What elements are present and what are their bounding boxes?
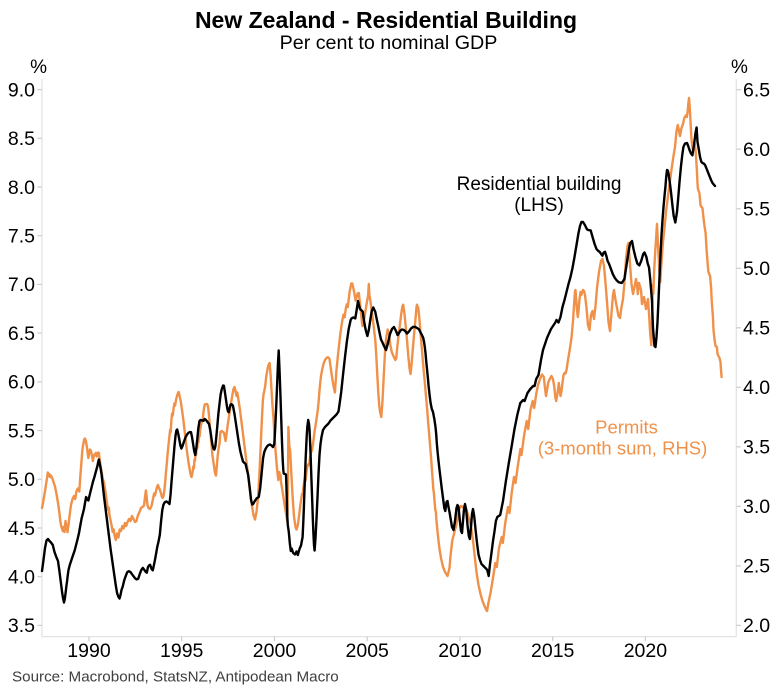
svg-text:2015: 2015 (531, 640, 575, 662)
svg-text:4.0: 4.0 (8, 567, 35, 589)
svg-text:4.0: 4.0 (743, 377, 770, 399)
svg-text:8.0: 8.0 (8, 177, 35, 199)
svg-text:5.0: 5.0 (743, 258, 770, 280)
svg-text:5.0: 5.0 (8, 469, 35, 491)
svg-text:2000: 2000 (253, 640, 297, 662)
svg-text:%: % (731, 57, 748, 78)
svg-text:4.5: 4.5 (8, 518, 35, 540)
svg-text:2.0: 2.0 (743, 615, 770, 637)
svg-text:1990: 1990 (67, 640, 111, 662)
svg-text:Per cent to nominal GDP: Per cent to nominal GDP (280, 32, 498, 54)
svg-text:Permits: Permits (595, 417, 658, 438)
svg-text:3.5: 3.5 (743, 437, 770, 459)
svg-text:8.5: 8.5 (8, 128, 35, 150)
svg-text:5.5: 5.5 (8, 420, 35, 442)
svg-text:6.0: 6.0 (743, 139, 770, 161)
svg-text:6.5: 6.5 (8, 323, 35, 345)
svg-text:Source: Macrobond, StatsNZ, An: Source: Macrobond, StatsNZ, Antipodean M… (12, 669, 339, 686)
svg-text:3.5: 3.5 (8, 615, 35, 637)
svg-text:5.5: 5.5 (743, 199, 770, 221)
svg-text:7.5: 7.5 (8, 226, 35, 248)
svg-text:3.0: 3.0 (743, 496, 770, 518)
svg-text:1995: 1995 (160, 640, 204, 662)
svg-text:New Zealand - Residential Buil: New Zealand - Residential Building (195, 7, 577, 33)
svg-text:2020: 2020 (624, 640, 668, 662)
svg-text:(3-month sum, RHS): (3-month sum, RHS) (538, 438, 708, 459)
svg-text:Residential building: Residential building (457, 174, 622, 195)
svg-text:%: % (30, 57, 47, 78)
svg-text:(LHS): (LHS) (514, 195, 564, 216)
svg-text:7.0: 7.0 (8, 274, 35, 296)
svg-text:2010: 2010 (438, 640, 482, 662)
svg-text:6.0: 6.0 (8, 372, 35, 394)
svg-text:4.5: 4.5 (743, 318, 770, 340)
svg-text:9.0: 9.0 (8, 79, 35, 101)
svg-text:2005: 2005 (346, 640, 390, 662)
svg-text:6.5: 6.5 (743, 80, 770, 102)
svg-text:2.5: 2.5 (743, 556, 770, 578)
